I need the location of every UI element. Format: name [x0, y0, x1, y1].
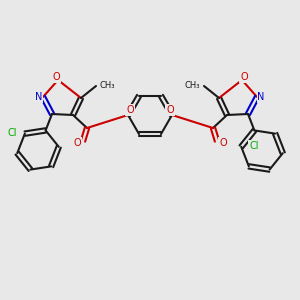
Text: O: O	[126, 105, 134, 115]
Text: O: O	[52, 72, 60, 82]
Text: N: N	[257, 92, 265, 102]
Text: O: O	[73, 138, 81, 148]
Text: Cl: Cl	[249, 141, 259, 151]
Text: O: O	[219, 138, 227, 148]
Text: CH₃: CH₃	[184, 80, 200, 89]
Text: Cl: Cl	[8, 128, 17, 138]
Text: O: O	[166, 105, 174, 115]
Text: O: O	[240, 72, 248, 82]
Text: CH₃: CH₃	[100, 80, 116, 89]
Text: N: N	[35, 92, 43, 102]
